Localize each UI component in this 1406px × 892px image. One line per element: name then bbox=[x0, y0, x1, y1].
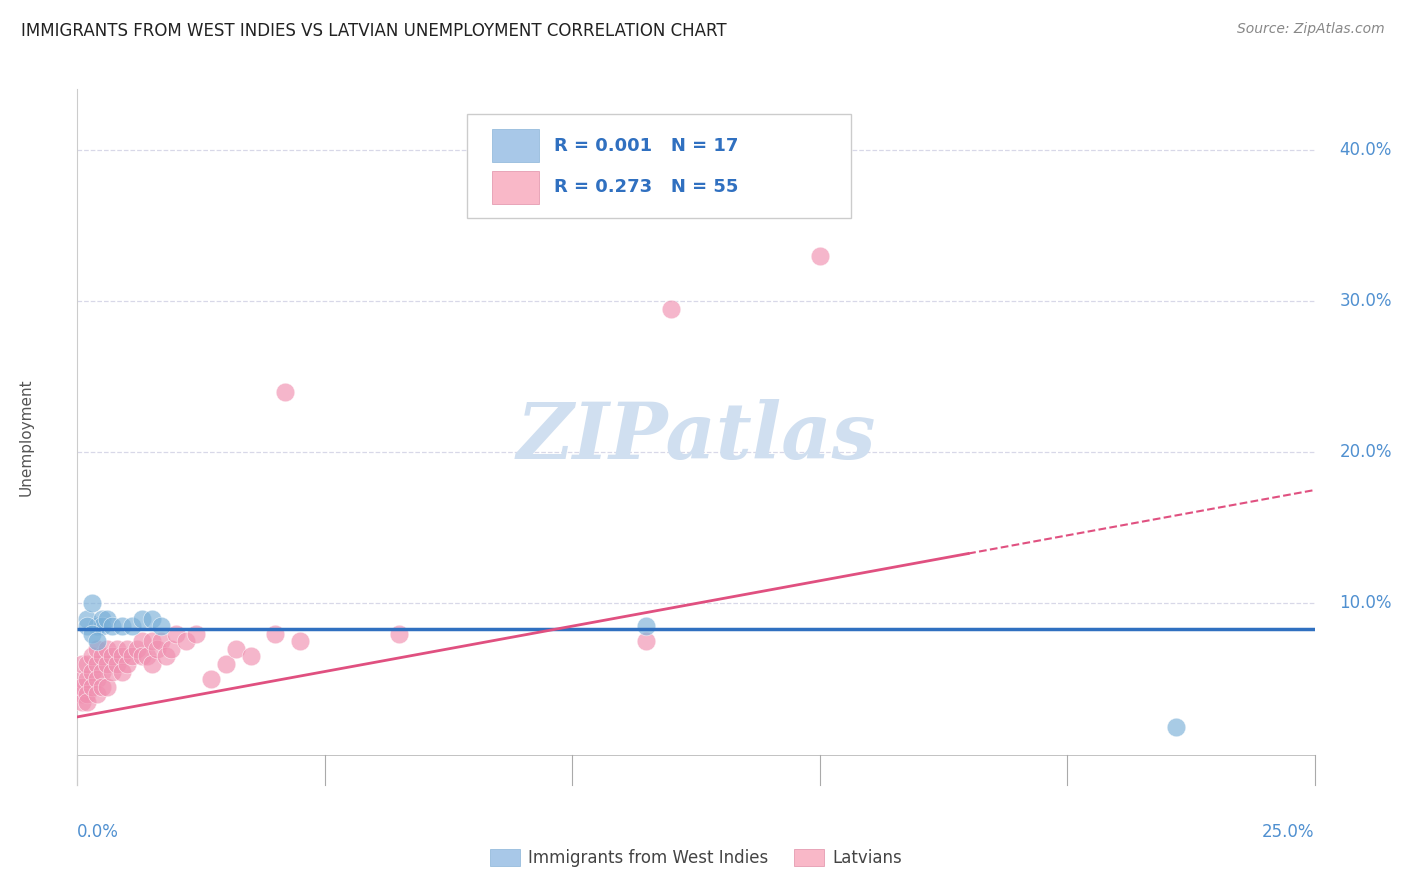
Point bbox=[101, 665, 124, 679]
Point bbox=[82, 626, 104, 640]
Point bbox=[72, 695, 94, 709]
Text: 20.0%: 20.0% bbox=[1340, 443, 1392, 461]
Point bbox=[636, 634, 658, 648]
Text: Unemployment: Unemployment bbox=[20, 378, 34, 496]
Point bbox=[101, 649, 124, 664]
Point bbox=[76, 687, 98, 701]
Point bbox=[135, 649, 157, 664]
Point bbox=[225, 641, 247, 656]
Point bbox=[72, 687, 94, 701]
Point bbox=[82, 680, 104, 694]
Point bbox=[76, 657, 98, 671]
Text: R = 0.001   N = 17: R = 0.001 N = 17 bbox=[554, 136, 738, 154]
Point bbox=[82, 649, 104, 664]
Point bbox=[145, 641, 167, 656]
Point bbox=[96, 680, 118, 694]
Point bbox=[115, 641, 138, 656]
Point bbox=[1164, 721, 1187, 735]
Text: 30.0%: 30.0% bbox=[1340, 292, 1392, 310]
Point bbox=[91, 649, 114, 664]
Point bbox=[165, 626, 187, 640]
Point bbox=[215, 657, 238, 671]
Point bbox=[105, 657, 128, 671]
Point bbox=[101, 619, 124, 633]
Point bbox=[86, 672, 108, 686]
Point bbox=[111, 619, 134, 633]
Point bbox=[150, 619, 173, 633]
FancyBboxPatch shape bbox=[467, 113, 851, 218]
Point bbox=[125, 641, 148, 656]
Point bbox=[86, 687, 108, 701]
Point bbox=[91, 665, 114, 679]
Text: Source: ZipAtlas.com: Source: ZipAtlas.com bbox=[1237, 22, 1385, 37]
Point bbox=[72, 672, 94, 686]
Point bbox=[91, 611, 114, 625]
Point bbox=[388, 626, 411, 640]
Point bbox=[86, 634, 108, 648]
Text: 10.0%: 10.0% bbox=[1340, 594, 1392, 613]
Point bbox=[141, 634, 163, 648]
Point bbox=[86, 619, 108, 633]
Point bbox=[91, 619, 114, 633]
Point bbox=[200, 672, 222, 686]
Point bbox=[184, 626, 207, 640]
Point bbox=[96, 641, 118, 656]
FancyBboxPatch shape bbox=[492, 128, 538, 162]
Text: R = 0.273   N = 55: R = 0.273 N = 55 bbox=[554, 178, 738, 196]
Point bbox=[96, 611, 118, 625]
Point bbox=[111, 649, 134, 664]
Point bbox=[76, 611, 98, 625]
FancyBboxPatch shape bbox=[492, 170, 538, 204]
Point bbox=[636, 619, 658, 633]
Point bbox=[86, 641, 108, 656]
Point bbox=[76, 672, 98, 686]
Point bbox=[82, 665, 104, 679]
Point bbox=[72, 657, 94, 671]
Text: 25.0%: 25.0% bbox=[1263, 823, 1315, 841]
Point bbox=[131, 649, 153, 664]
Point bbox=[808, 249, 831, 263]
Point bbox=[274, 384, 297, 399]
Text: IMMIGRANTS FROM WEST INDIES VS LATVIAN UNEMPLOYMENT CORRELATION CHART: IMMIGRANTS FROM WEST INDIES VS LATVIAN U… bbox=[21, 22, 727, 40]
Point bbox=[659, 301, 682, 316]
Point bbox=[239, 649, 262, 664]
Point bbox=[105, 641, 128, 656]
Point bbox=[131, 634, 153, 648]
Point bbox=[141, 657, 163, 671]
Point bbox=[96, 657, 118, 671]
Point bbox=[111, 665, 134, 679]
Point bbox=[174, 634, 197, 648]
Point bbox=[141, 611, 163, 625]
Point bbox=[150, 634, 173, 648]
Point bbox=[160, 641, 183, 656]
Point bbox=[72, 680, 94, 694]
Point bbox=[76, 695, 98, 709]
Point bbox=[86, 657, 108, 671]
Legend: Immigrants from West Indies, Latvians: Immigrants from West Indies, Latvians bbox=[484, 843, 908, 874]
Point bbox=[76, 619, 98, 633]
Point bbox=[155, 649, 177, 664]
Point bbox=[82, 597, 104, 611]
Text: 0.0%: 0.0% bbox=[77, 823, 120, 841]
Point bbox=[131, 611, 153, 625]
Point bbox=[288, 634, 311, 648]
Point bbox=[264, 626, 287, 640]
Text: ZIPatlas: ZIPatlas bbox=[516, 399, 876, 475]
Text: 40.0%: 40.0% bbox=[1340, 141, 1392, 159]
Point bbox=[121, 649, 143, 664]
Point bbox=[115, 657, 138, 671]
Point bbox=[121, 619, 143, 633]
Point bbox=[91, 680, 114, 694]
